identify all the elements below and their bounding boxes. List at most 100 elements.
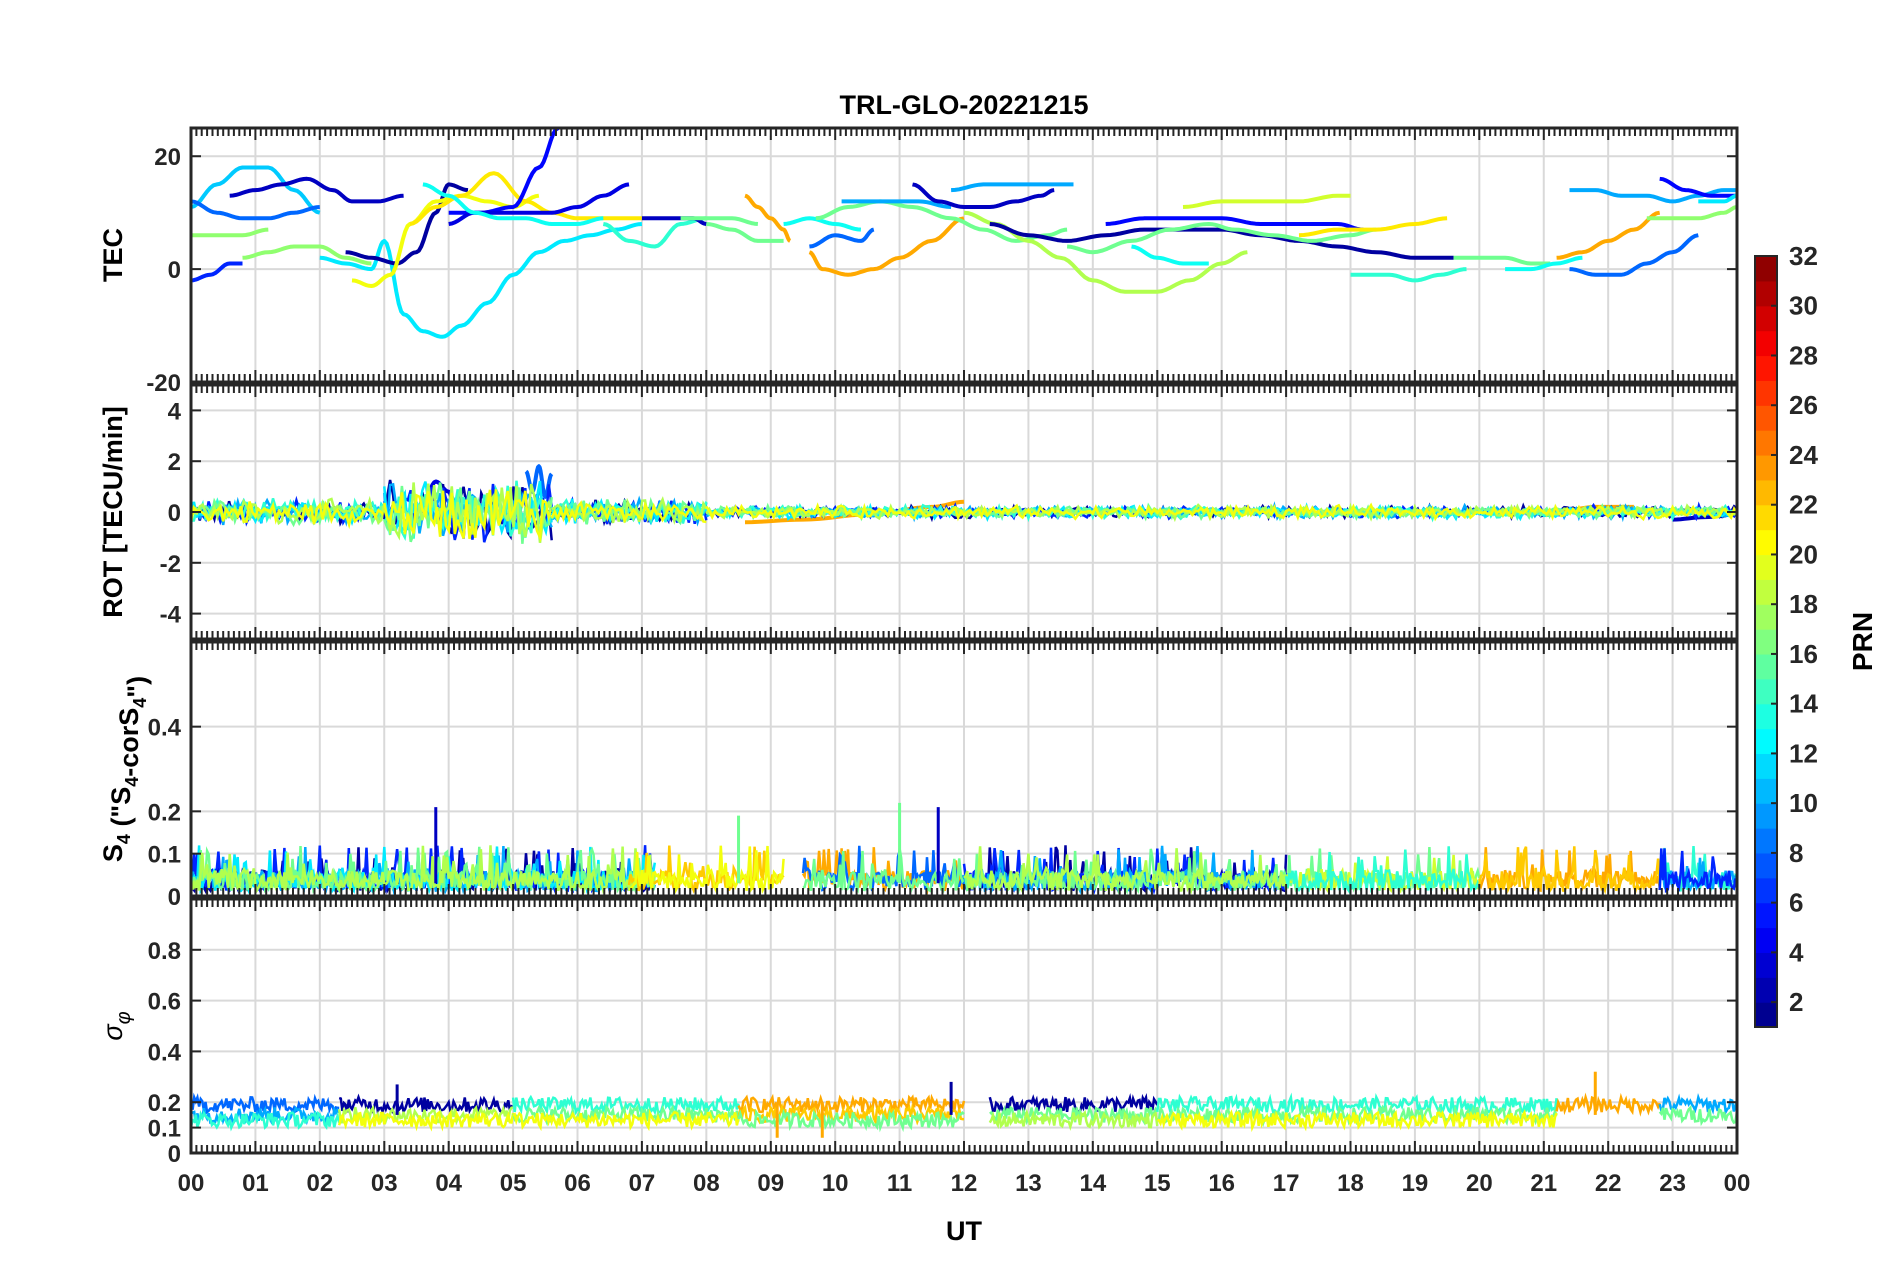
- colorbar-cell: [1755, 728, 1777, 755]
- chart-title: TRL-GLO-20221215: [839, 90, 1088, 120]
- x-tick-label: 13: [1015, 1170, 1042, 1197]
- x-tick-label: 09: [757, 1170, 784, 1197]
- y-tick-label: -20: [146, 370, 181, 397]
- x-tick-label: 17: [1273, 1170, 1300, 1197]
- sigma-noise-prn-18: [988, 1108, 1159, 1131]
- x-tick-label: 08: [693, 1170, 720, 1197]
- x-tick-label: 07: [629, 1170, 656, 1197]
- colorbar-tick-label: 6: [1789, 888, 1803, 918]
- sigma-noise-prn-20: [1156, 1107, 1558, 1133]
- colorbar-cell: [1755, 653, 1777, 680]
- y-axis-label-part: 4: [122, 777, 142, 787]
- plot-area: [191, 128, 1737, 339]
- y-tick-label: 0: [168, 884, 181, 911]
- y-tick-label: 0.4: [148, 1039, 182, 1066]
- series-prn-5: [1659, 176, 1737, 198]
- colorbar-tick-label: 2: [1789, 987, 1803, 1017]
- y-tick-label: 4: [168, 398, 182, 425]
- sigma-noise-prn-14: [511, 1094, 740, 1117]
- x-minor-ticks: [190, 899, 1738, 1153]
- y-axis-label-part: -corS: [114, 708, 144, 777]
- series-prn-3: [229, 176, 404, 204]
- x-tick-label: 06: [564, 1170, 591, 1197]
- series-prn-16: [706, 222, 784, 243]
- panel-tec: -20 0 20 TEC: [98, 126, 1739, 397]
- series-prn-21: [1298, 216, 1448, 238]
- series-prn-8: [191, 199, 320, 221]
- colorbar-cell: [1755, 852, 1777, 879]
- series-prn-6: [191, 261, 243, 283]
- y-tick-label: 0.2: [148, 799, 181, 826]
- sigma-noise-prn-14: [1156, 1092, 1558, 1117]
- colorbar-cell: [1755, 504, 1777, 531]
- series-prn-13: [1505, 255, 1583, 272]
- series-prn-14: [602, 216, 707, 249]
- y-tick-label: 20: [154, 144, 181, 171]
- series-prn-10: [1569, 188, 1737, 204]
- colorbar-tick-label: 24: [1789, 440, 1818, 470]
- series-prn-2: [989, 222, 1454, 260]
- x-tick-label: 23: [1659, 1170, 1686, 1197]
- colorbar-tick-label: 26: [1789, 390, 1818, 420]
- x-tick-label: 22: [1595, 1170, 1622, 1197]
- sigma-noise-prn-20: [337, 1109, 515, 1132]
- series-prn-12: [1698, 193, 1737, 204]
- panel-s4: 00.10.20.4S4 ("S4-corS4"): [98, 640, 1739, 911]
- x-tick-label: 19: [1402, 1170, 1429, 1197]
- series-prn-17: [191, 227, 269, 238]
- rot-noise-prn-20: [191, 500, 386, 530]
- colorbar-cell: [1755, 454, 1777, 481]
- colorbar-tick-label: 14: [1789, 689, 1818, 719]
- colorbar-tick-label: 18: [1789, 589, 1818, 619]
- colorbar-cell: [1755, 330, 1777, 357]
- series-prn-17: [1646, 205, 1737, 221]
- colorbar-cell: [1755, 430, 1777, 456]
- x-minor-ticks: [190, 128, 1738, 382]
- y-tick-label: 2: [168, 449, 181, 476]
- plot-area: [191, 802, 1737, 896]
- colorbar-cell: [1755, 927, 1777, 953]
- y-axis-label-part: 4: [114, 834, 134, 844]
- y-tick-label: 0.1: [148, 842, 181, 869]
- y-axis-label-sigma: σ: [98, 1023, 128, 1041]
- s4-noise-prn-22: [1478, 846, 1661, 895]
- series-prn-10: [841, 199, 952, 209]
- plot-area: [191, 464, 1737, 544]
- colorbar-cell: [1755, 529, 1777, 556]
- y-axis-label: TEC: [98, 228, 128, 282]
- colorbar-tick-label: 16: [1789, 639, 1818, 669]
- x-tick-label: 21: [1530, 1170, 1557, 1197]
- colorbar-cell: [1755, 629, 1777, 655]
- sigma-noise-prn-8: [191, 1092, 340, 1116]
- x-minor-ticks: [190, 642, 1738, 896]
- x-tick-label: 05: [500, 1170, 527, 1197]
- colorbar-tick-label: 12: [1789, 738, 1818, 768]
- y-tick-label: 0.2: [148, 1090, 181, 1117]
- sigma-noise-prn-14: [191, 1110, 341, 1132]
- series-prn-5: [1105, 216, 1364, 232]
- colorbar-cell: [1755, 877, 1777, 904]
- colorbar-cell: [1755, 604, 1777, 630]
- panel-sigma_phi: 00.10.2 0.4 0.6 0.8 σφ 00 01 02 03 04 05 06 07 08 09 10…: [98, 897, 1751, 1197]
- colorbar-cell: [1755, 977, 1777, 1003]
- y-tick-label: 0: [168, 1141, 181, 1168]
- colorbar-cell: [1755, 828, 1777, 854]
- colorbar-frame: [1754, 255, 1778, 1028]
- colorbar-cell: [1755, 703, 1777, 730]
- plot-area: [191, 1071, 1737, 1138]
- colorbar-tick-label: 10: [1789, 788, 1818, 818]
- y-tick-label: -2: [160, 551, 181, 578]
- series-prn-8: [809, 227, 875, 249]
- series-prn-17: [242, 244, 372, 266]
- x-tick-label: 00: [1724, 1170, 1751, 1197]
- series-prn-11: [191, 165, 321, 215]
- colorbar-cell: [1755, 1002, 1777, 1028]
- colorbar-cell: [1755, 678, 1777, 705]
- sigma-noise-prn-16: [1658, 1105, 1737, 1127]
- series-prn-2: [345, 182, 469, 266]
- y-axis-label: ROT [TECU/min]: [98, 406, 128, 617]
- x-tick-label: 00: [178, 1170, 205, 1197]
- colorbar-cell: [1755, 803, 1777, 829]
